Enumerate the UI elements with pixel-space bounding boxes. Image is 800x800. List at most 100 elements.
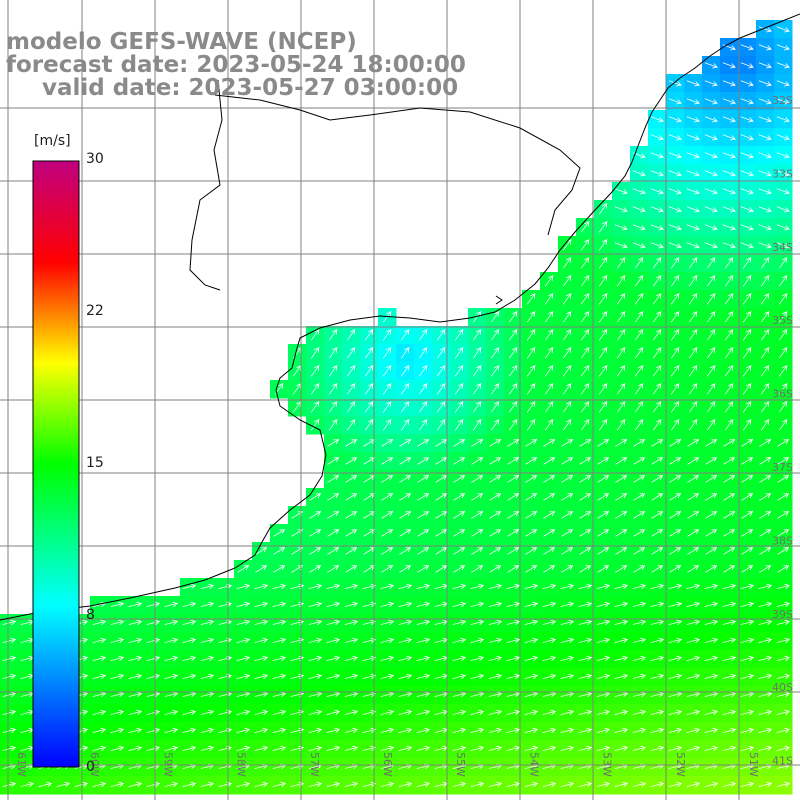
wind-arrow <box>706 419 716 431</box>
wind-arrow <box>778 311 788 323</box>
wind-arrow <box>542 691 557 698</box>
wind-arrow <box>380 709 395 716</box>
wind-arrow <box>740 781 755 788</box>
wind-arrow <box>687 529 700 537</box>
wind-arrow <box>668 655 683 662</box>
colorbar-ramp <box>32 160 80 768</box>
wind-arrow <box>686 206 700 213</box>
wind-arrow <box>722 206 736 213</box>
wind-arrow <box>255 547 268 555</box>
wind-arrow <box>596 637 611 644</box>
wind-arrow <box>470 709 485 716</box>
wind-arrow <box>38 781 53 788</box>
wind-arrow <box>778 347 788 359</box>
wind-arrow <box>364 419 374 431</box>
wind-arrow <box>488 745 503 752</box>
wind-arrow <box>364 329 374 341</box>
wind-arrow <box>327 493 340 501</box>
wind-arrow <box>651 493 664 501</box>
wind-arrow <box>668 206 682 213</box>
wind-arrow <box>597 529 610 537</box>
wind-arrow <box>146 709 161 716</box>
wind-arrow <box>776 242 790 249</box>
wind-arrow <box>273 529 286 537</box>
wind-arrow <box>614 206 628 213</box>
wind-arrow <box>453 511 466 519</box>
wind-arrow <box>777 457 790 465</box>
wind-arrow <box>724 275 734 287</box>
wind-arrow <box>398 691 413 698</box>
wind-arrow <box>416 619 431 626</box>
wind-arrow <box>436 329 446 341</box>
wind-arrow <box>344 673 359 680</box>
wind-arrow <box>579 529 592 537</box>
wind-arrow <box>544 383 554 395</box>
wind-arrow <box>345 565 358 573</box>
wind-arrow <box>724 293 734 305</box>
wind-arrow <box>345 475 358 483</box>
wind-arrow <box>326 691 341 698</box>
wind-arrow <box>236 727 251 734</box>
wind-arrow <box>364 347 374 359</box>
wind-arrow <box>596 583 611 590</box>
wind-arrow <box>488 655 503 662</box>
wind-arrow <box>561 547 574 555</box>
wind-arrow <box>272 673 287 680</box>
wind-arrow <box>560 691 575 698</box>
wind-arrow <box>472 329 482 341</box>
wind-arrow <box>345 457 358 465</box>
wind-arrow <box>632 781 647 788</box>
wind-arrow <box>704 152 718 159</box>
wind-arrow <box>722 116 736 123</box>
wind-arrow <box>740 170 754 177</box>
wind-arrow <box>489 493 502 501</box>
wind-arrow <box>598 239 608 251</box>
wind-arrow <box>508 383 518 395</box>
wind-arrow <box>489 457 502 465</box>
wind-arrow <box>470 781 485 788</box>
wind-arrow <box>400 401 410 413</box>
wind-arrow <box>236 601 251 608</box>
wind-arrow <box>128 655 143 662</box>
wind-arrow <box>471 511 484 519</box>
wind-arrow <box>742 275 752 287</box>
wind-arrow <box>470 673 485 680</box>
wind-arrow <box>2 727 17 734</box>
wind-arrow <box>651 475 664 483</box>
wind-arrow <box>272 655 287 662</box>
wind-arrow <box>328 419 338 431</box>
wind-arrow <box>309 547 322 555</box>
wind-arrow <box>760 365 770 377</box>
wind-arrow <box>777 475 790 483</box>
wind-arrow <box>544 293 554 305</box>
wind-arrow <box>417 439 430 447</box>
wind-arrow <box>777 511 790 519</box>
wind-arrow <box>740 98 754 105</box>
wind-arrow <box>758 745 773 752</box>
wind-arrow <box>398 601 413 608</box>
wind-arrow <box>472 419 482 431</box>
wind-arrow <box>614 583 629 590</box>
wind-arrow <box>344 727 359 734</box>
wind-arrow <box>200 709 215 716</box>
wind-arrow <box>740 152 754 159</box>
wind-arrow <box>760 347 770 359</box>
wind-arrow <box>650 206 664 213</box>
wind-arrow <box>308 673 323 680</box>
wind-arrow <box>561 511 574 519</box>
wind-arrow <box>688 347 698 359</box>
wind-arrow <box>453 547 466 555</box>
wind-arrow <box>436 365 446 377</box>
wind-arrow <box>776 673 791 680</box>
wind-arrow <box>416 709 431 716</box>
wind-arrow <box>254 727 269 734</box>
wind-arrow <box>560 655 575 662</box>
wind-arrow <box>706 275 716 287</box>
wind-arrow <box>723 475 736 483</box>
wind-arrow <box>110 655 125 662</box>
wind-arrow <box>381 457 394 465</box>
wind-arrow <box>651 457 664 465</box>
wind-arrow <box>776 44 790 51</box>
wind-arrow <box>614 745 629 752</box>
wind-arrow <box>543 475 556 483</box>
